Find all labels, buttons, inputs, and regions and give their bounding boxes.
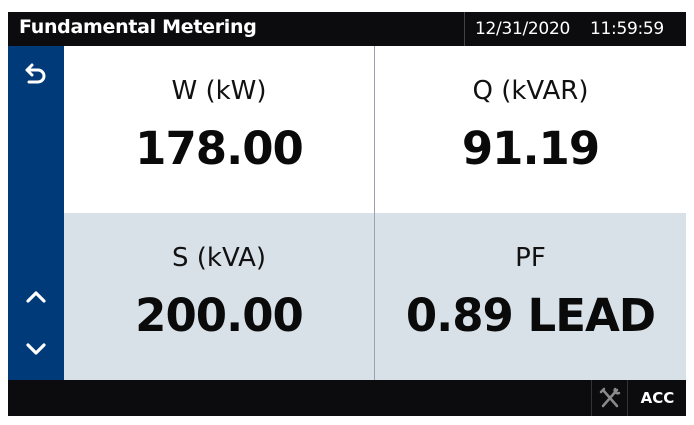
divider [374,46,375,380]
cell-value: 200.00 [135,289,304,342]
cell-value: 0.89 LEAD [405,289,656,342]
cell-value: 91.19 [461,122,600,175]
cell-label: Q (kVAR) [472,76,589,106]
cell-pf: PF 0.89 LEAD [375,213,686,380]
page-title: Fundamental Metering [19,16,257,38]
chevron-down-icon [26,343,46,355]
meter-screen: Fundamental Metering 12/31/2020 11:59:59… [8,12,686,416]
cell-label: PF [515,243,546,273]
scroll-down-button[interactable] [8,330,64,370]
cell-value: 178.00 [135,122,304,175]
acc-button[interactable]: ACC [627,380,687,416]
cell-s: S (kVA) 200.00 [64,213,374,380]
back-icon [25,63,46,84]
date: 12/31/2020 [475,19,570,39]
sidebar [8,46,64,380]
cell-w: W (kW) 178.00 [64,46,374,213]
footer: ACC [8,380,686,416]
time: 11:59:59 [589,19,664,39]
back-button[interactable] [8,54,64,94]
wrench-screwdriver-icon [599,387,620,408]
header: Fundamental Metering 12/31/2020 11:59:59 [8,12,686,46]
cell-label: W (kW) [171,76,267,106]
chevron-up-icon [26,291,46,303]
tools-button[interactable] [591,380,627,416]
datetime: 12/31/2020 11:59:59 [464,12,664,46]
scroll-up-button[interactable] [8,276,64,316]
cell-q: Q (kVAR) 91.19 [375,46,686,213]
metering-grid: W (kW) 178.00 Q (kVAR) 91.19 S (kVA) 200… [64,46,686,380]
cell-label: S (kVA) [171,243,267,273]
